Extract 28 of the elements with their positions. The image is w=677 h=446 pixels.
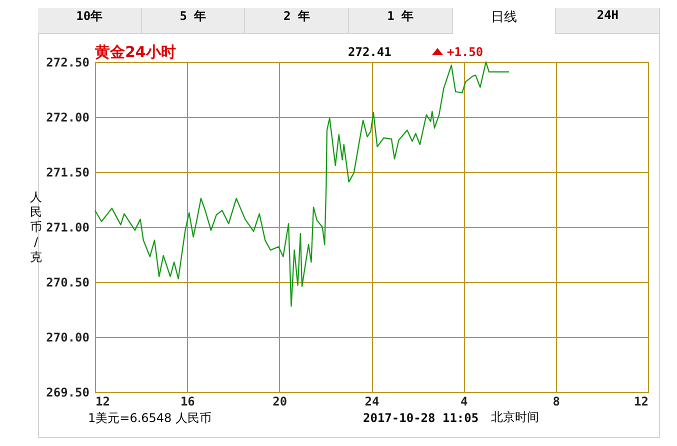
y-tick-label: 270.00: [46, 330, 90, 344]
text: 日线: [452, 8, 556, 34]
text: 1美元=6.6548 人民币: [88, 410, 212, 427]
chart-title: 黄金24小时: [95, 43, 176, 62]
y-tick-label: 271.00: [46, 220, 90, 234]
x-tick-label: 16: [180, 394, 195, 408]
y-tick-label: 269.50: [46, 386, 90, 400]
x-tick-label: 12: [96, 394, 110, 408]
x-tick-label: 8: [552, 394, 560, 408]
text: 272.41: [348, 45, 392, 59]
text: 10年: [38, 8, 142, 34]
y-tick-label: 270.50: [46, 276, 90, 290]
text: 北京时间: [491, 409, 539, 426]
text: 1 年: [349, 8, 453, 34]
text: 2 年: [245, 8, 350, 34]
text: 2017-10-28 11:05: [363, 411, 479, 425]
y-tick-label: 271.50: [46, 166, 90, 180]
text: 5 年: [142, 8, 246, 34]
text: 24H: [556, 8, 660, 34]
y-tick-label: 272.50: [46, 56, 90, 70]
y-tick-label: 272.00: [46, 110, 90, 124]
x-tick-label: 24: [364, 394, 380, 408]
x-tick-label: 4: [460, 394, 468, 408]
x-tick-label: 12: [634, 394, 648, 408]
y-axis-title: 人民币/克: [29, 190, 43, 265]
line-series: [94, 61, 510, 307]
text: +1.50: [447, 45, 484, 59]
x-tick-label: 20: [272, 394, 288, 408]
